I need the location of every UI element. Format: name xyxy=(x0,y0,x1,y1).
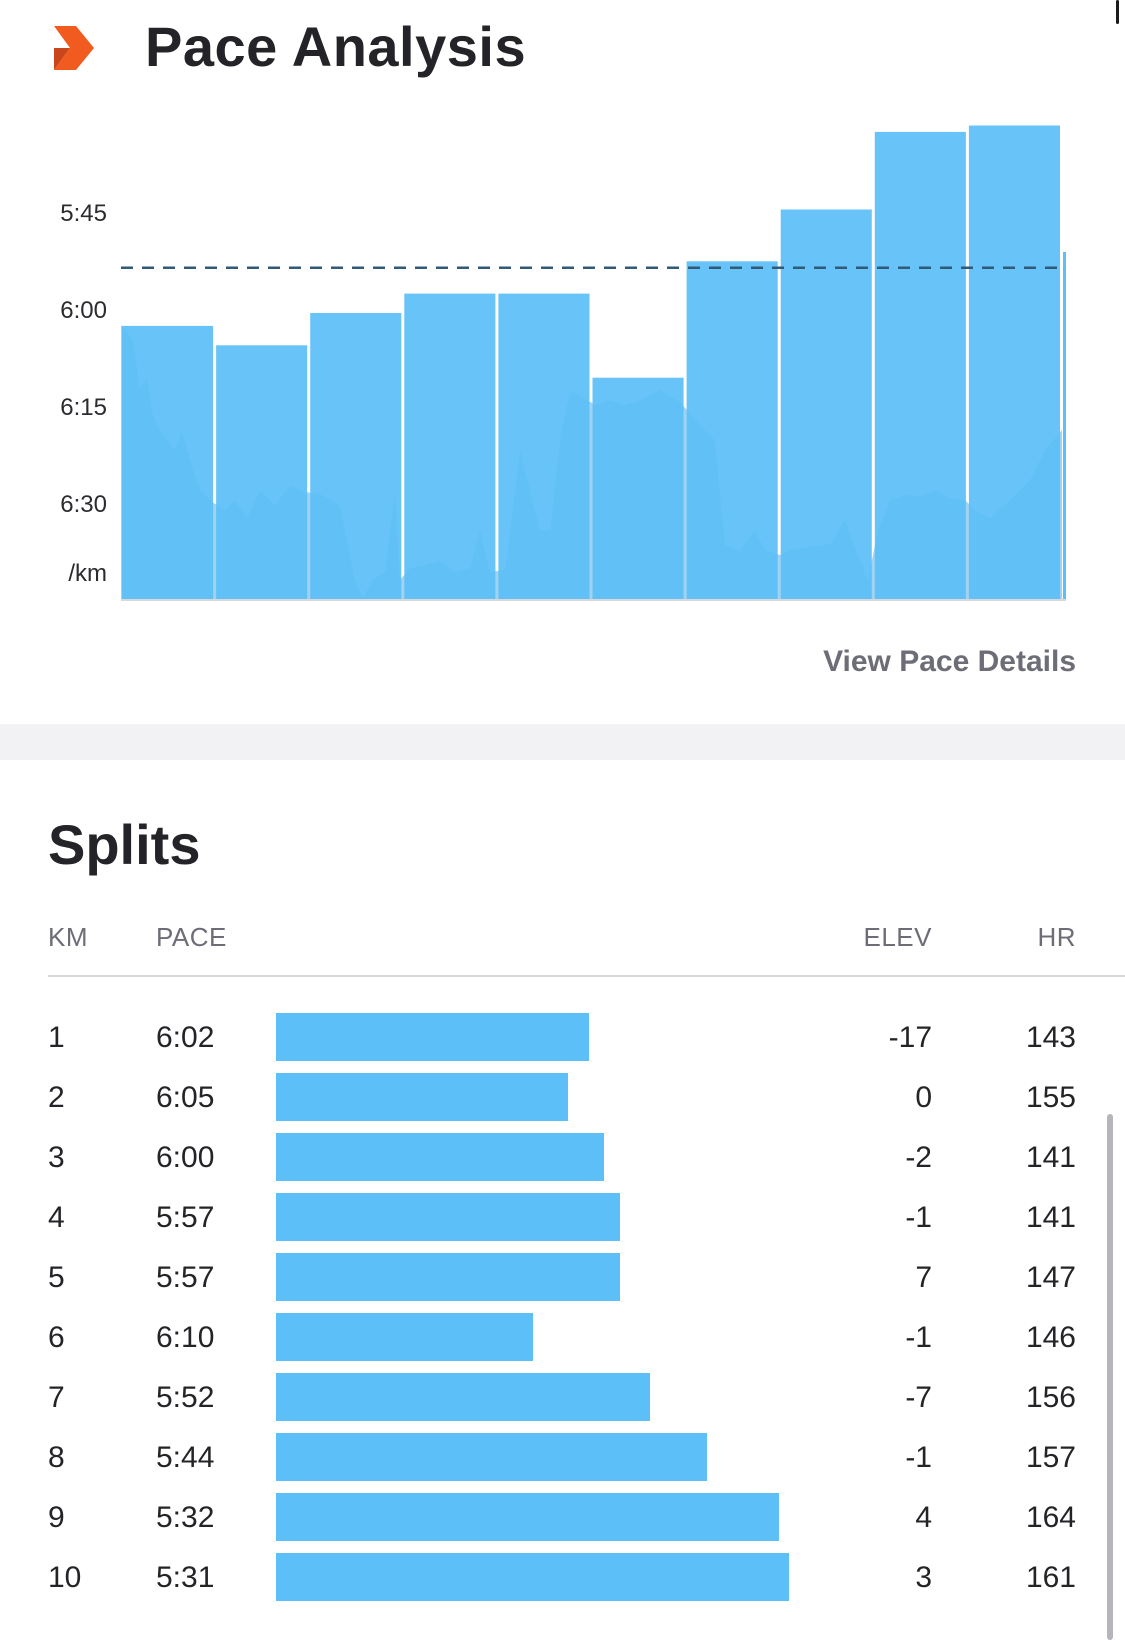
split-elev: -2 xyxy=(905,1141,932,1174)
pace-bar-km-3 xyxy=(310,313,402,600)
table-row[interactable]: 9 5:32 4 164 xyxy=(0,1493,1125,1553)
split-km: 3 xyxy=(48,1141,65,1174)
section-divider xyxy=(0,724,1125,760)
split-km: 5 xyxy=(48,1261,65,1294)
split-pace-bar xyxy=(276,1193,620,1241)
y-tick-label: 6:00 xyxy=(60,297,107,324)
split-elev: 3 xyxy=(915,1561,932,1594)
split-elev: -1 xyxy=(905,1201,932,1234)
split-hr: 141 xyxy=(1025,1201,1076,1234)
table-row[interactable]: 5 5:57 7 147 xyxy=(0,1253,1125,1313)
pace-analysis-section: Pace Analysis 5:45 6:00 6:15 6:30 /km Vi… xyxy=(0,0,1125,724)
split-pace: 5:57 xyxy=(156,1261,215,1294)
edge-mark xyxy=(1116,0,1119,24)
split-km: 8 xyxy=(48,1441,65,1474)
split-hr: 156 xyxy=(1025,1381,1076,1414)
col-header-km: KM xyxy=(48,922,88,952)
split-pace: 6:02 xyxy=(156,1021,215,1054)
pace-bar-km-9 xyxy=(874,131,966,600)
split-elev: -17 xyxy=(888,1021,932,1054)
col-header-elev: ELEV xyxy=(863,922,932,952)
view-pace-details-link[interactable]: View Pace Details xyxy=(823,645,1076,678)
table-row[interactable]: 10 5:31 3 161 xyxy=(0,1553,1125,1613)
split-pace: 5:52 xyxy=(156,1381,215,1414)
pace-chart-svg xyxy=(121,125,1066,601)
table-row[interactable]: 6 6:10 -1 146 xyxy=(0,1313,1125,1373)
split-pace-bar xyxy=(276,1313,533,1361)
splits-title: Splits xyxy=(48,813,201,876)
split-elev: -1 xyxy=(905,1441,932,1474)
y-tick-label: 5:45 xyxy=(60,200,107,227)
split-pace: 6:05 xyxy=(156,1081,215,1114)
split-elev: -1 xyxy=(905,1321,932,1354)
split-hr: 141 xyxy=(1025,1141,1076,1174)
split-pace: 5:32 xyxy=(156,1501,215,1534)
split-hr: 155 xyxy=(1025,1081,1076,1114)
split-hr: 157 xyxy=(1025,1441,1076,1474)
split-km: 10 xyxy=(48,1561,82,1594)
table-row[interactable]: 7 5:52 -7 156 xyxy=(0,1373,1125,1433)
hr-area xyxy=(121,325,1062,600)
split-hr: 161 xyxy=(1025,1561,1076,1594)
split-pace-bar xyxy=(276,1133,604,1181)
split-pace-bar xyxy=(276,1433,707,1481)
pace-bar-km-10 xyxy=(968,125,1060,600)
split-km: 1 xyxy=(48,1021,65,1054)
split-km: 9 xyxy=(48,1501,65,1534)
split-pace-bar xyxy=(276,1493,779,1541)
page-title: Pace Analysis xyxy=(145,15,527,78)
pace-chart[interactable]: 5:45 6:00 6:15 6:30 /km xyxy=(0,110,1125,610)
col-header-hr: HR xyxy=(1037,922,1076,952)
split-km: 6 xyxy=(48,1321,65,1354)
split-pace-bar xyxy=(276,1373,650,1421)
split-km: 7 xyxy=(48,1381,65,1414)
split-pace-bar xyxy=(276,1013,589,1061)
scrollbar[interactable] xyxy=(1107,1114,1113,1640)
split-pace-bar xyxy=(276,1253,620,1301)
pace-bar-km-7 xyxy=(686,261,778,600)
table-row[interactable]: 1 6:02 -17 143 xyxy=(0,1013,1125,1073)
table-row[interactable]: 2 6:05 0 155 xyxy=(0,1073,1125,1133)
y-unit-label: /km xyxy=(68,560,107,587)
chevron-right-icon xyxy=(54,26,94,70)
split-pace: 5:31 xyxy=(156,1561,215,1594)
split-pace: 6:00 xyxy=(156,1141,215,1174)
split-hr: 143 xyxy=(1025,1021,1076,1054)
split-elev: 0 xyxy=(915,1081,932,1114)
pace-bar-km-6 xyxy=(592,377,684,600)
split-elev: -7 xyxy=(905,1381,932,1414)
split-elev: 4 xyxy=(915,1501,932,1534)
split-pace: 5:44 xyxy=(156,1441,215,1474)
header-divider xyxy=(48,975,1125,977)
split-km: 4 xyxy=(48,1201,65,1234)
split-hr: 164 xyxy=(1025,1501,1076,1534)
pace-bar-km-5 xyxy=(498,293,590,600)
split-elev: 7 xyxy=(915,1261,932,1294)
pace-bar-km-8 xyxy=(780,209,872,600)
col-header-pace: PACE xyxy=(156,922,227,952)
split-km: 2 xyxy=(48,1081,65,1114)
split-pace-bar xyxy=(276,1073,568,1121)
pace-bar-partial xyxy=(1063,252,1066,600)
y-tick-label: 6:30 xyxy=(60,491,107,518)
table-row[interactable]: 8 5:44 -1 157 xyxy=(0,1433,1125,1493)
table-row[interactable]: 4 5:57 -1 141 xyxy=(0,1193,1125,1253)
split-hr: 147 xyxy=(1025,1261,1076,1294)
y-tick-label: 6:15 xyxy=(60,394,107,421)
pace-bar-km-2 xyxy=(216,345,308,600)
table-row[interactable]: 3 6:00 -2 141 xyxy=(0,1133,1125,1193)
pace-bar-km-4 xyxy=(404,293,496,600)
split-hr: 146 xyxy=(1025,1321,1076,1354)
pace-bar-km-1 xyxy=(122,325,214,600)
split-pace-bar xyxy=(276,1553,789,1601)
split-pace: 6:10 xyxy=(156,1321,215,1354)
split-pace: 5:57 xyxy=(156,1201,215,1234)
